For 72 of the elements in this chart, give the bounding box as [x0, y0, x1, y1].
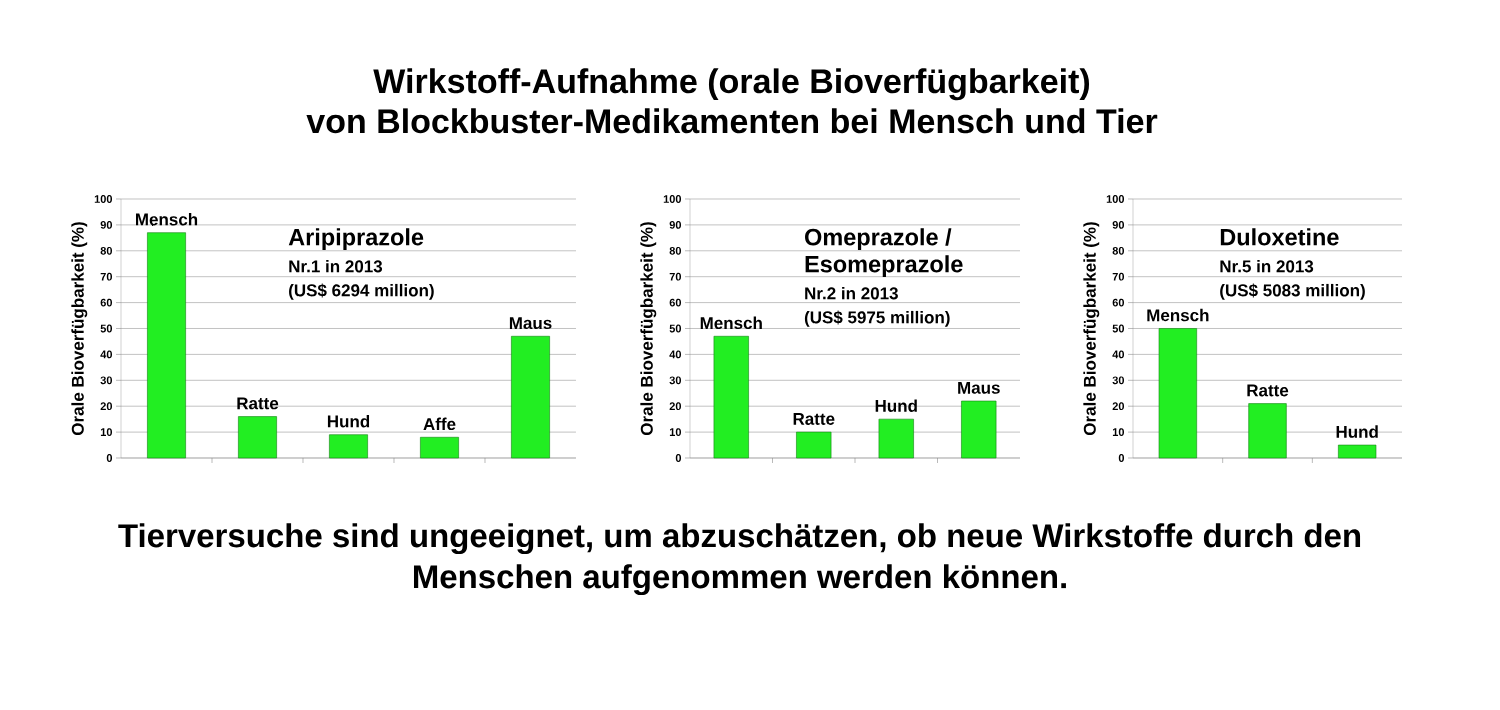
text: Omeprazole / Esomeprazole — [805, 228, 963, 278]
y-tick-label: 20 — [100, 402, 113, 411]
y-tick-label: 50 — [1112, 324, 1125, 333]
x-tick-label: Ratte — [793, 413, 835, 425]
y-tick-label: 10 — [669, 428, 682, 436]
x-tick-label: Maus — [509, 317, 552, 330]
y-axis-title: Orale Bioverfügbarkeit (%) — [640, 222, 657, 436]
x-tick-label: Mensch — [700, 316, 762, 330]
y-tick-label: 80 — [669, 246, 682, 255]
bar — [1338, 444, 1377, 459]
y-tick-label: 80 — [1112, 246, 1125, 255]
x-tick-label: Hund — [1336, 425, 1378, 438]
y-tick-label: 30 — [100, 376, 113, 385]
y-tick-label: 70 — [1112, 272, 1125, 281]
y-tick-label: 0 — [106, 454, 113, 462]
bar — [420, 436, 459, 459]
y-tick-label: 50 — [100, 324, 113, 333]
text: Wirkstoff-Aufnahme (orale Bioverfügbarkeit) — [373, 68, 1090, 101]
y-tick-label: 30 — [1112, 376, 1125, 385]
bar — [1158, 328, 1197, 459]
bar — [511, 335, 550, 459]
text: Duloxetine — [1220, 228, 1339, 246]
bar — [713, 335, 749, 459]
x-tick-label: Hund — [327, 415, 370, 428]
y-tick-label: 60 — [669, 298, 682, 307]
y-tick-label: 40 — [1112, 350, 1125, 359]
text: Aripiprazole — [288, 228, 424, 251]
y-tick-label: 100 — [94, 195, 113, 203]
bar — [1248, 403, 1287, 459]
annotation: Nr.1 in 2013 — [289, 259, 383, 273]
y-tick-label: 100 — [1106, 195, 1125, 203]
y-tick-label: 90 — [100, 221, 113, 229]
x-tick-label: Affe — [423, 417, 456, 431]
x-tick-label: Hund — [875, 399, 917, 412]
y-tick-label: 60 — [100, 298, 113, 307]
y-tick-label: 20 — [1112, 402, 1125, 411]
y-tick-label: 10 — [1112, 428, 1125, 436]
x-tick-label: Ratte — [237, 397, 279, 410]
y-tick-label: 40 — [669, 350, 682, 359]
y-tick-label: 70 — [100, 272, 113, 281]
y-axis-title: Orale Bioverfügbarkeit (%) — [1083, 222, 1100, 436]
y-tick-label: 80 — [100, 246, 113, 255]
x-tick-label: Mensch — [136, 212, 198, 226]
annotation: (US$ 6294 million) — [289, 283, 434, 300]
text: von Blockbuster-Medikamenten bei Mensch und Tier — [306, 108, 1158, 134]
bar — [329, 434, 368, 459]
y-tick-label: 90 — [1112, 221, 1125, 229]
y-tick-label: 100 — [663, 195, 682, 203]
y-tick-label: 40 — [100, 350, 113, 359]
y-tick-label: 0 — [675, 454, 682, 462]
bar — [238, 416, 277, 459]
bar — [796, 431, 832, 459]
y-tick-label: 10 — [100, 428, 113, 436]
bar — [878, 418, 914, 459]
text: Tierversuche sind ungeeignet, um abzuschätzen, ob neue Wirkstoffe durch den Menschen aufgenommen werden können. — [118, 523, 1361, 596]
annotation: (US$ 5083 million) — [1220, 283, 1365, 300]
bar — [961, 400, 997, 459]
y-tick-label: 60 — [1112, 298, 1125, 307]
annotation: Nr.5 in 2013 — [1220, 259, 1314, 273]
annotation: Nr.2 in 2013 — [805, 286, 898, 300]
y-tick-label: 70 — [669, 272, 682, 281]
y-tick-label: 50 — [669, 324, 682, 333]
y-tick-label: 0 — [1118, 454, 1125, 462]
annotation: (US$ 5975 million) — [804, 310, 950, 327]
x-tick-label: Maus — [958, 381, 1000, 394]
y-axis-title: Orale Bioverfügbarkeit (%) — [71, 222, 88, 436]
x-tick-label: Ratte — [1247, 384, 1289, 397]
y-tick-label: 30 — [669, 376, 682, 385]
x-tick-label: Mensch — [1147, 308, 1209, 322]
bar — [147, 232, 186, 459]
y-tick-label: 20 — [669, 402, 682, 411]
y-tick-label: 90 — [669, 221, 682, 229]
